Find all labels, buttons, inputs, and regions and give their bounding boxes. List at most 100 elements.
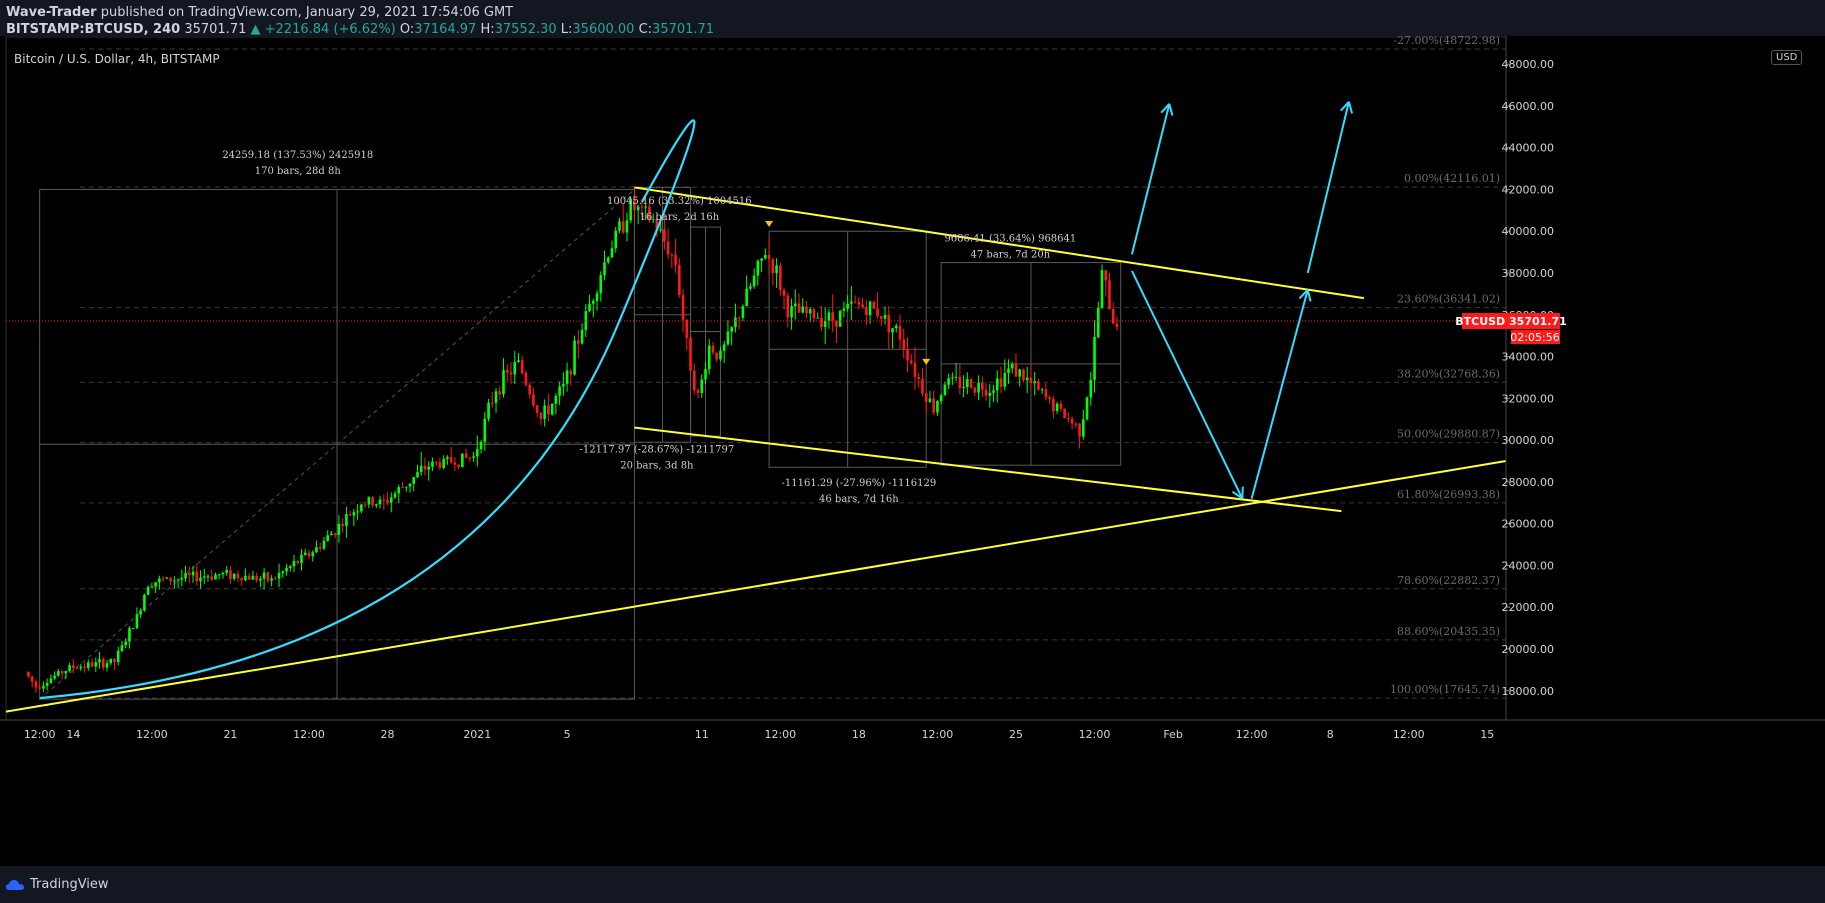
candle-body xyxy=(292,560,296,567)
price-tick-label: 18000.00 xyxy=(1502,685,1555,698)
candle-body xyxy=(715,352,719,360)
candle-body xyxy=(139,610,142,615)
price-axis[interactable]: 18000.00 20000.00 22000.00 24000.00 26000.00… xyxy=(1455,36,1825,866)
projection-arrow-down-head xyxy=(1241,486,1244,499)
projection-arrow-up-1 xyxy=(1130,103,1171,255)
candle-body xyxy=(741,306,745,318)
candle-body xyxy=(969,379,973,389)
candle-body xyxy=(419,465,423,473)
candle-body xyxy=(614,230,618,249)
candle-body xyxy=(101,659,105,668)
candle-body xyxy=(973,388,977,393)
candle-body xyxy=(562,383,565,387)
candle-body xyxy=(176,579,180,581)
candle-body xyxy=(704,369,707,380)
candle-body xyxy=(648,206,651,221)
candle-body xyxy=(120,645,124,651)
signal-marker xyxy=(922,358,931,365)
candle-body xyxy=(1018,369,1022,377)
fib-label: 23.60%(36341.02) xyxy=(1397,293,1500,306)
ohlc-close-label: C: xyxy=(638,22,653,37)
signal-marker xyxy=(765,220,774,227)
candle-body xyxy=(165,577,169,579)
candle-body xyxy=(520,360,524,374)
candle-body xyxy=(805,306,808,314)
candle-body xyxy=(464,453,468,458)
author-name[interactable]: Wave-Trader xyxy=(6,5,97,20)
price-chart[interactable]: -27.00%(48722.98) 0.00%(42116.01) 23.60%(3… xyxy=(0,36,1825,866)
candle-body xyxy=(94,662,98,667)
fib-label: 38.20%(32768.36) xyxy=(1397,367,1500,380)
candle-body xyxy=(386,499,389,503)
candle-body xyxy=(49,678,53,684)
candle-body xyxy=(333,533,337,535)
candle-body xyxy=(442,458,445,468)
tradingview-logo[interactable]: TradingView xyxy=(6,877,109,892)
candle-body xyxy=(767,255,771,260)
currency-button[interactable]: USD xyxy=(1771,50,1803,65)
candle-body xyxy=(363,504,367,506)
candle-body xyxy=(513,362,517,375)
candle-body xyxy=(775,265,778,274)
candle-body xyxy=(266,572,270,581)
candle-body xyxy=(382,499,386,501)
candle-body xyxy=(184,573,187,579)
candle-body xyxy=(169,577,172,582)
candle-body xyxy=(651,219,655,221)
time-tick-label: 21 xyxy=(223,728,237,741)
candle-body xyxy=(984,389,988,396)
candle-body xyxy=(666,241,670,255)
candle-body xyxy=(158,578,161,583)
fib-label: 0.00%(42116.01) xyxy=(1404,172,1500,185)
candle-body xyxy=(124,641,128,646)
price-axis-bg xyxy=(1506,36,1825,866)
price-tick-label: 42000.00 xyxy=(1502,183,1555,196)
measure-label-value: 24259.18 (137.53%) 2425918 xyxy=(222,150,373,161)
candle-body xyxy=(34,681,38,688)
candle-body xyxy=(461,453,464,468)
candle-body xyxy=(53,675,56,679)
candle-body xyxy=(300,554,303,564)
fib-label: 50.00%(29880.87) xyxy=(1397,428,1500,441)
candle-body xyxy=(1100,270,1104,309)
candle-body xyxy=(981,382,984,390)
candle-body xyxy=(681,295,685,320)
time-tick-label: 18 xyxy=(852,728,866,741)
candle-body xyxy=(820,317,823,327)
candle-body xyxy=(838,310,842,327)
time-axis[interactable]: 12:00 14 12:00 21 12:00 28 2021 5 11 12:00 18 12:00… xyxy=(0,719,1825,741)
candle-body xyxy=(670,254,674,256)
price-tick-label: 22000.00 xyxy=(1502,601,1555,614)
time-tick-label: 12:00 xyxy=(764,728,796,741)
candle-body xyxy=(857,301,861,305)
candle-body xyxy=(1096,308,1100,337)
candle-body xyxy=(917,376,921,379)
ticker-info: BITSTAMP:BTCUSD, 240 35701.71 ▲ +2216.84… xyxy=(6,22,714,37)
candle-body xyxy=(842,308,846,311)
time-tick-label: 12:00 xyxy=(922,728,954,741)
candle-body xyxy=(633,198,636,211)
candle-body xyxy=(992,390,995,393)
candle-body xyxy=(730,327,733,332)
candle-body xyxy=(27,671,30,677)
candle-body xyxy=(64,671,68,674)
candle-body xyxy=(663,229,666,242)
candle-body xyxy=(498,391,502,395)
candle-body xyxy=(1052,399,1055,412)
projection-arrow-up-1-head xyxy=(1168,103,1174,116)
candle-body xyxy=(434,461,438,463)
candle-body xyxy=(315,547,318,553)
candle-body xyxy=(943,384,947,396)
candle-body xyxy=(535,405,539,413)
candle-body xyxy=(341,523,344,527)
candle-body xyxy=(678,264,681,296)
measure-label-bars: 46 bars, 7d 16h xyxy=(819,494,899,505)
chart-title: Bitcoin / U.S. Dollar, 4h, BITSTAMP xyxy=(14,52,220,66)
candle-body xyxy=(72,665,75,669)
measure-label-bars: 20 bars, 3d 8h xyxy=(620,461,694,472)
candle-body xyxy=(1063,408,1066,419)
candle-body xyxy=(539,412,543,420)
candle-body xyxy=(924,393,928,402)
lower-channel-line xyxy=(634,426,1342,513)
candle-body xyxy=(105,663,109,668)
